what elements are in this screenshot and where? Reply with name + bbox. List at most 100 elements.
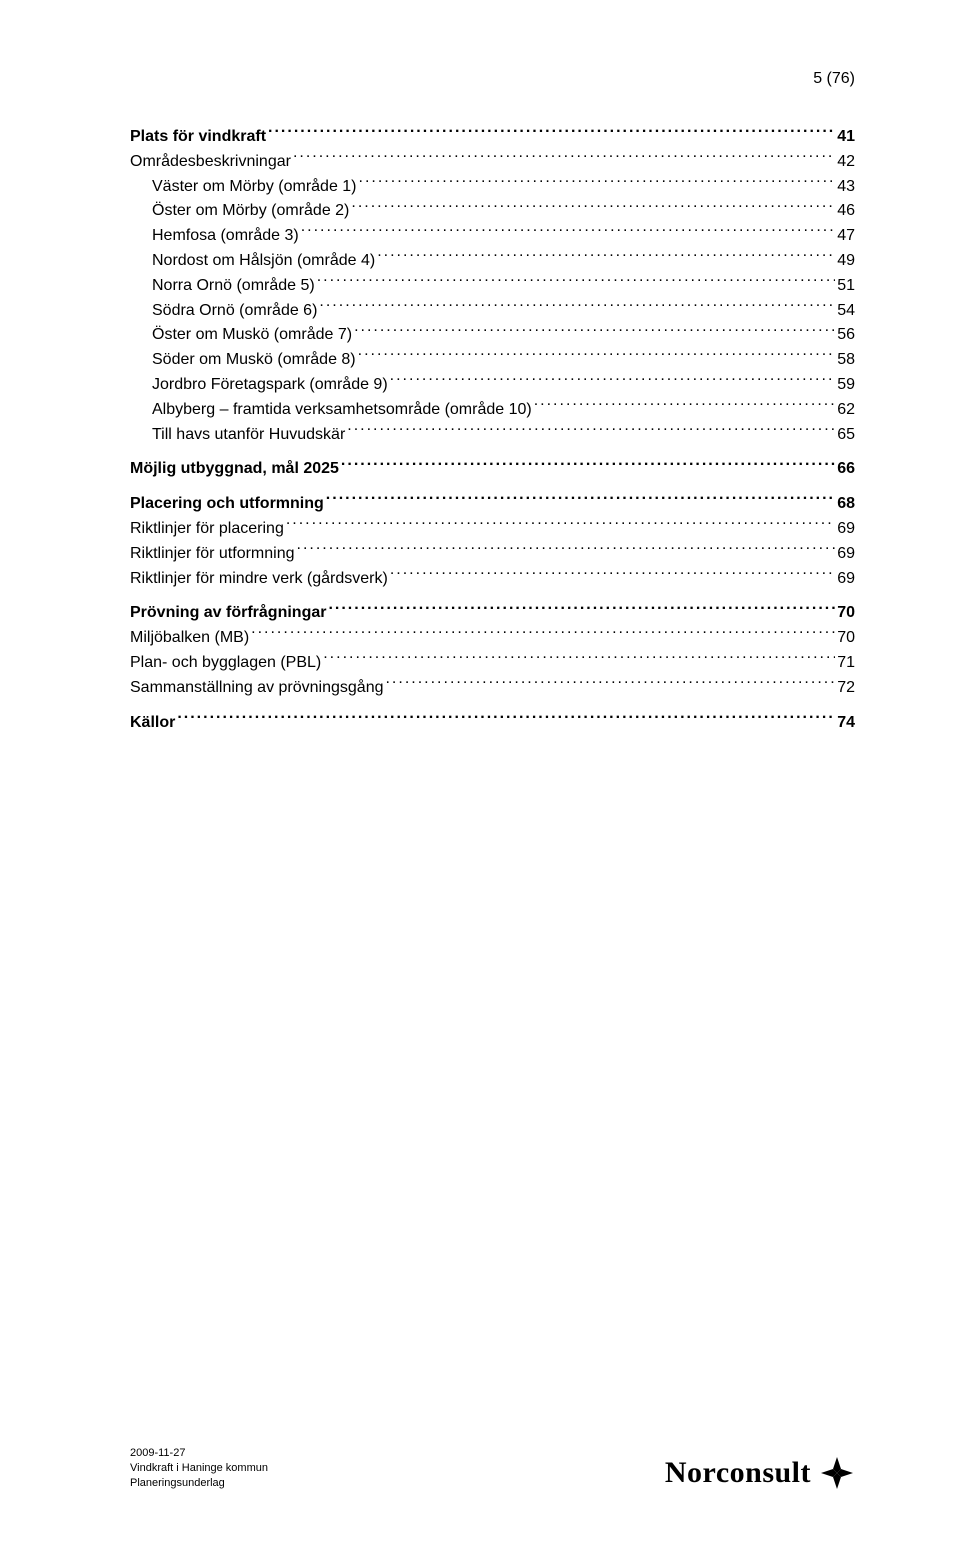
toc-page: 69 bbox=[837, 517, 855, 542]
page: 5 (76) Plats för vindkraft41Områdesbeskr… bbox=[0, 0, 960, 1546]
toc-line: Riktlinjer för utformning 69 bbox=[130, 542, 855, 567]
toc-leader-dots bbox=[293, 150, 835, 166]
toc-label: Söder om Muskö (område 8) bbox=[130, 348, 356, 373]
toc-page: 69 bbox=[837, 567, 855, 592]
toc-page: 69 bbox=[837, 542, 855, 567]
toc-page: 74 bbox=[837, 711, 855, 736]
toc-line: Till havs utanför Huvudskär65 bbox=[130, 423, 855, 448]
toc-label: Miljöbalken (MB) bbox=[130, 626, 249, 651]
toc-page: 58 bbox=[837, 348, 855, 373]
toc-leader-dots bbox=[359, 175, 836, 191]
toc-label: Källor bbox=[130, 711, 175, 736]
toc-line: Albyberg – framtida verksamhetsområde (o… bbox=[130, 398, 855, 423]
toc-line: Prövning av förfrågningar 70 bbox=[130, 601, 855, 626]
toc-label: Riktlinjer för mindre verk (gårdsverk) bbox=[130, 567, 388, 592]
toc-page: 66 bbox=[837, 457, 855, 482]
toc-line: Plats för vindkraft 41 bbox=[130, 125, 855, 150]
page-number: 5 (76) bbox=[813, 70, 855, 88]
toc-page: 49 bbox=[837, 249, 855, 274]
toc-label: Plats för vindkraft bbox=[130, 125, 266, 150]
toc-label: Prövning av förfrågningar bbox=[130, 601, 326, 626]
toc-leader-dots bbox=[251, 626, 835, 642]
toc-line: Öster om Mörby (område 2) 46 bbox=[130, 199, 855, 224]
toc-line: Jordbro Företagspark (område 9) 59 bbox=[130, 373, 855, 398]
toc-leader-dots bbox=[268, 125, 835, 141]
toc-page: 68 bbox=[837, 492, 855, 517]
footer-meta: 2009-11-27 Vindkraft i Haninge kommun Pl… bbox=[130, 1446, 268, 1491]
logo-text: Norconsult bbox=[665, 1456, 811, 1490]
footer-date: 2009-11-27 bbox=[130, 1446, 268, 1461]
toc-leader-dots bbox=[301, 224, 835, 240]
toc-label: Riktlinjer för placering bbox=[130, 517, 284, 542]
toc-page: 70 bbox=[837, 601, 855, 626]
toc-label: Väster om Mörby (område 1) bbox=[130, 175, 357, 200]
toc-page: 56 bbox=[837, 323, 855, 348]
toc-leader-dots bbox=[358, 348, 836, 364]
toc-line: Riktlinjer för mindre verk (gårdsverk) 69 bbox=[130, 567, 855, 592]
toc-line: Södra Ornö (område 6) 54 bbox=[130, 299, 855, 324]
toc-line: Norra Ornö (område 5) 51 bbox=[130, 274, 855, 299]
toc-line: Väster om Mörby (område 1) 43 bbox=[130, 175, 855, 200]
toc-leader-dots bbox=[385, 676, 835, 692]
toc-label: Södra Ornö (område 6) bbox=[130, 299, 317, 324]
toc-leader-dots bbox=[351, 199, 835, 215]
toc-line: Områdesbeskrivningar 42 bbox=[130, 150, 855, 175]
toc-label: Områdesbeskrivningar bbox=[130, 150, 291, 175]
toc-page: 70 bbox=[837, 626, 855, 651]
toc-leader-dots bbox=[297, 542, 836, 558]
table-of-contents: Plats för vindkraft41Områdesbeskrivninga… bbox=[130, 125, 855, 735]
toc-leader-dots bbox=[317, 274, 835, 290]
toc-line: Placering och utformning 68 bbox=[130, 492, 855, 517]
toc-line: Källor 74 bbox=[130, 711, 855, 736]
toc-label: Öster om Mörby (område 2) bbox=[130, 199, 349, 224]
toc-label: Riktlinjer för utformning bbox=[130, 542, 295, 567]
toc-label: Albyberg – framtida verksamhetsområde (o… bbox=[130, 398, 532, 423]
toc-label: Öster om Muskö (område 7) bbox=[130, 323, 352, 348]
toc-label: Plan- och bygglagen (PBL) bbox=[130, 651, 321, 676]
toc-line: Riktlinjer för placering 69 bbox=[130, 517, 855, 542]
logo: Norconsult bbox=[665, 1455, 855, 1491]
toc-leader-dots bbox=[347, 423, 835, 439]
toc-page: 47 bbox=[837, 224, 855, 249]
logo-icon bbox=[819, 1455, 855, 1491]
toc-page: 42 bbox=[837, 150, 855, 175]
toc-label: Möjlig utbyggnad, mål 2025 bbox=[130, 457, 339, 482]
toc-leader-dots bbox=[326, 492, 835, 508]
toc-line: Miljöbalken (MB) 70 bbox=[130, 626, 855, 651]
footer: 2009-11-27 Vindkraft i Haninge kommun Pl… bbox=[130, 1446, 855, 1491]
toc-page: 43 bbox=[837, 175, 855, 200]
toc-leader-dots bbox=[390, 373, 836, 389]
toc-leader-dots bbox=[390, 567, 835, 583]
toc-line: Hemfosa (område 3) 47 bbox=[130, 224, 855, 249]
toc-leader-dots bbox=[177, 711, 835, 727]
toc-page: 62 bbox=[837, 398, 855, 423]
toc-page: 41 bbox=[837, 125, 855, 150]
footer-title: Vindkraft i Haninge kommun bbox=[130, 1461, 268, 1476]
toc-line: Sammanställning av prövningsgång 72 bbox=[130, 676, 855, 701]
toc-page: 46 bbox=[837, 199, 855, 224]
toc-label: Nordost om Hålsjön (område 4) bbox=[130, 249, 375, 274]
toc-label: Sammanställning av prövningsgång bbox=[130, 676, 383, 701]
toc-line: Möjlig utbyggnad, mål 2025 66 bbox=[130, 457, 855, 482]
toc-line: Nordost om Hålsjön (område 4) 49 bbox=[130, 249, 855, 274]
toc-page: 51 bbox=[837, 274, 855, 299]
toc-label: Placering och utformning bbox=[130, 492, 324, 517]
toc-page: 54 bbox=[837, 299, 855, 324]
toc-label: Hemfosa (område 3) bbox=[130, 224, 299, 249]
toc-line: Plan- och bygglagen (PBL) 71 bbox=[130, 651, 855, 676]
toc-leader-dots bbox=[341, 457, 835, 473]
toc-page: 65 bbox=[837, 423, 855, 448]
toc-leader-dots bbox=[328, 601, 835, 617]
toc-label: Jordbro Företagspark (område 9) bbox=[130, 373, 388, 398]
toc-page: 59 bbox=[837, 373, 855, 398]
toc-page: 71 bbox=[837, 651, 855, 676]
toc-leader-dots bbox=[377, 249, 835, 265]
toc-label: Norra Ornö (område 5) bbox=[130, 274, 315, 299]
toc-leader-dots bbox=[323, 651, 835, 667]
toc-leader-dots bbox=[534, 398, 835, 414]
toc-leader-dots bbox=[286, 517, 835, 533]
footer-subtitle: Planeringsunderlag bbox=[130, 1476, 268, 1491]
toc-page: 72 bbox=[837, 676, 855, 701]
toc-line: Öster om Muskö (område 7) 56 bbox=[130, 323, 855, 348]
toc-line: Söder om Muskö (område 8) 58 bbox=[130, 348, 855, 373]
